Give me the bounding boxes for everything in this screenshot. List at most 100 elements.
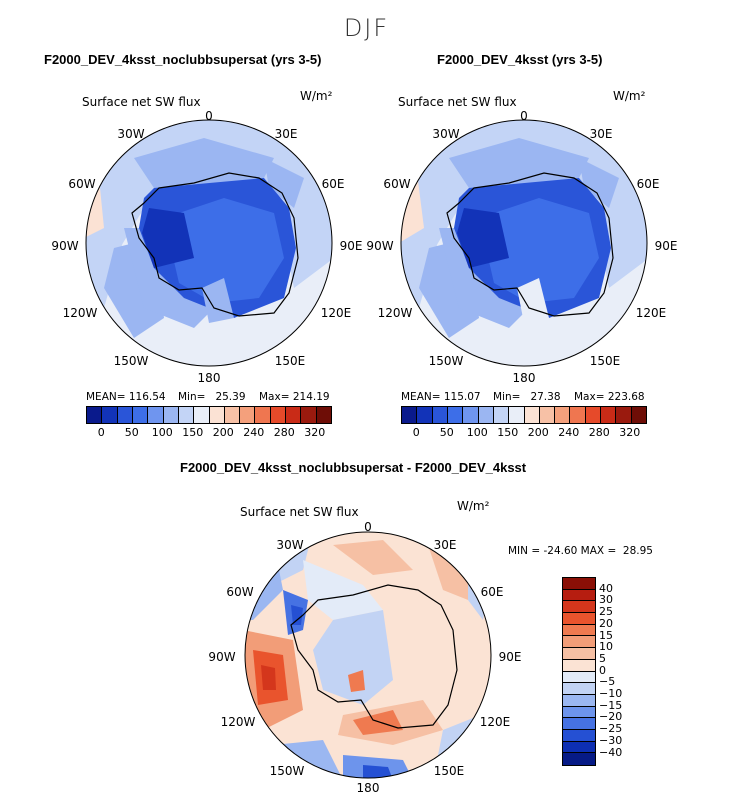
panel-1-colorbar-swatch xyxy=(102,407,118,423)
panel-1-lon-label: 60E xyxy=(321,177,345,191)
panel-2-colorbar-label: 50 xyxy=(439,426,454,439)
panel-1-colorbar-swatch xyxy=(301,407,317,423)
diff-colorbar-swatch xyxy=(563,624,595,637)
panel-2-colorbar-label: 280 xyxy=(588,426,610,439)
panel-1-colorbar-swatch xyxy=(224,407,241,423)
panel-2-colorbar-swatch xyxy=(539,407,556,423)
panel-1-colorbar-swatch xyxy=(194,407,210,423)
panel-2-colorbar xyxy=(401,406,647,424)
diff-colorbar-label: 10 xyxy=(599,640,613,654)
panel-2-lon-label: 120W xyxy=(377,306,413,320)
panel-1-lon-label: 150W xyxy=(113,354,149,368)
diff-colorbar-swatch xyxy=(563,753,595,765)
panel-1-colorbar-swatch xyxy=(209,407,225,423)
diff-polar-map xyxy=(244,531,492,779)
panel-1-colorbar-swatch xyxy=(286,407,302,423)
diff-colorbar-label: −25 xyxy=(599,722,623,736)
diff-colorbar-label: 30 xyxy=(599,593,613,607)
panel-1-lon-label: 30E xyxy=(274,127,298,141)
panel-2-min: Min= 27.38 xyxy=(493,391,561,403)
panel-1-colorbar-swatch xyxy=(132,407,149,423)
panel-2-colorbar-label: 240 xyxy=(558,426,580,439)
diff-variable-label: Surface net SW flux xyxy=(240,505,359,519)
panel-1-min: Min= 25.39 xyxy=(178,391,246,403)
diff-colorbar-label: −5 xyxy=(599,675,616,689)
panel-1-colorbar-swatch xyxy=(148,407,164,423)
panel-2-colorbar-swatch xyxy=(509,407,525,423)
panel-2-colorbar-swatch xyxy=(478,407,494,423)
panel-1-colorbar-label: 150 xyxy=(182,426,204,439)
diff-colorbar-swatch xyxy=(563,683,595,695)
panel-1-colorbar xyxy=(86,406,332,424)
panel-2-lon-label: 180 xyxy=(512,371,536,385)
season-title: DJF xyxy=(343,14,390,42)
panel-2-units: W/m² xyxy=(613,89,646,103)
diff-lon-label: 120E xyxy=(479,715,511,729)
panel-1-lon-label: 60W xyxy=(68,177,96,191)
panel-2-lon-label: 120E xyxy=(635,306,667,320)
diff-colorbar-swatch xyxy=(563,636,595,649)
diff-colorbar-swatch xyxy=(563,694,595,707)
diff-colorbar-label: −20 xyxy=(599,710,623,724)
diff-minmax: MIN = -24.60 MAX = 28.95 xyxy=(508,545,653,557)
diff-lon-label: 30W xyxy=(276,538,304,552)
panel-2-lon-label: 30E xyxy=(589,127,613,141)
panel-1-colorbar-label: 0 xyxy=(97,426,105,439)
panel-1-mean: MEAN= 116.54 xyxy=(86,391,166,403)
panel-2-colorbar-label: 100 xyxy=(466,426,488,439)
panel-2-lon-label: 90E xyxy=(654,239,678,253)
diff-colorbar-label: 25 xyxy=(599,605,613,619)
panel-2-colorbar-swatch xyxy=(616,407,632,423)
panel-1-lon-label: 0 xyxy=(205,109,213,123)
diff-coastline xyxy=(290,584,458,729)
panel-2-lon-label: 60W xyxy=(383,177,411,191)
panel-1-lon-label: 30W xyxy=(117,127,145,141)
panel-1-colorbar-label: 50 xyxy=(124,426,139,439)
panel-1-colorbar-label: 200 xyxy=(212,426,234,439)
diff-colorbar-label: −10 xyxy=(599,687,623,700)
panel-2-lon-label: 60E xyxy=(636,177,660,191)
diff-colorbar xyxy=(562,577,596,766)
panel-2-colorbar-label: 0 xyxy=(412,426,420,439)
panel-2-colorbar-swatch xyxy=(432,407,448,423)
panel-1-colorbar-swatch xyxy=(270,407,287,423)
panel-2-colorbar-label: 200 xyxy=(527,426,549,439)
panel-2-lon-label: 150W xyxy=(428,354,464,368)
diff-units: W/m² xyxy=(457,499,490,513)
panel-1-colorbar-swatch xyxy=(117,407,133,423)
panel-2-colorbar-label: 150 xyxy=(497,426,519,439)
diff-colorbar-swatch xyxy=(563,578,595,590)
panel-2-coastline xyxy=(446,172,614,317)
diff-colorbar-swatch xyxy=(563,718,595,730)
diff-title: F2000_DEV_4ksst_noclubbsupersat - F2000_… xyxy=(180,460,527,475)
panel-1-colorbar-label: 320 xyxy=(304,426,326,439)
diff-lon-label: 180 xyxy=(356,781,380,795)
panel-1-colorbar-label: 100 xyxy=(151,426,173,439)
diff-colorbar-label: 15 xyxy=(599,628,613,642)
panel-1-max: Max= 214.19 xyxy=(259,391,330,403)
diff-colorbar-swatch xyxy=(563,659,595,672)
diff-lon-label: 90E xyxy=(498,650,522,664)
panel-1-colorbar-swatch xyxy=(87,407,103,423)
panel-1-lon-label: 120W xyxy=(62,306,98,320)
panel-1-colorbar-swatch xyxy=(163,407,179,423)
panel-2-mean: MEAN= 115.07 xyxy=(401,391,481,403)
panel-2-colorbar-swatch xyxy=(417,407,433,423)
panel-2-lon-label: 0 xyxy=(520,109,528,123)
diff-colorbar-label: 20 xyxy=(599,616,613,630)
panel-2-colorbar-label: 320 xyxy=(619,426,641,439)
panel-1-colorbar-swatch xyxy=(316,407,331,423)
panel-2-lon-label: 30W xyxy=(432,127,460,141)
diff-colorbar-swatch xyxy=(563,601,595,614)
panel-1-colorbar-swatch xyxy=(255,407,271,423)
panel-1-polar-map xyxy=(85,119,333,367)
diff-lon-label: 60E xyxy=(480,585,504,599)
panel-2-colorbar-swatch xyxy=(493,407,510,423)
diff-colorbar-label: 0 xyxy=(599,663,606,677)
diff-colorbar-label: 40 xyxy=(599,581,613,595)
panel-2-colorbar-swatch xyxy=(447,407,464,423)
diff-lon-label: 150W xyxy=(269,764,305,778)
diff-lon-label: 90W xyxy=(208,650,236,664)
panel-2-colorbar-swatch xyxy=(463,407,479,423)
diff-lon-label: 30E xyxy=(433,538,457,552)
